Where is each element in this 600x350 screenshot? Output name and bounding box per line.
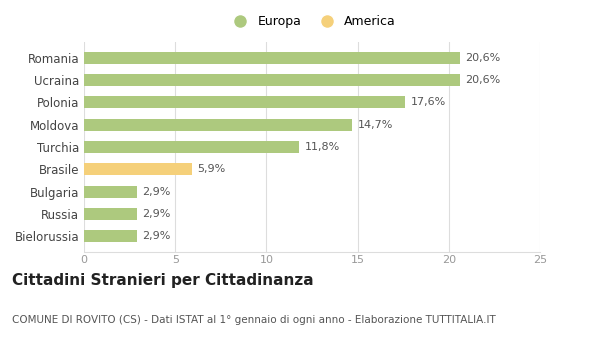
Text: 2,9%: 2,9%	[142, 231, 171, 241]
Text: 11,8%: 11,8%	[305, 142, 340, 152]
Text: 2,9%: 2,9%	[142, 209, 171, 219]
Text: 14,7%: 14,7%	[358, 120, 393, 130]
Bar	[84, 230, 137, 243]
Text: Cittadini Stranieri per Cittadinanza: Cittadini Stranieri per Cittadinanza	[12, 273, 314, 288]
Text: 17,6%: 17,6%	[410, 97, 446, 107]
Text: 20,6%: 20,6%	[465, 53, 500, 63]
Bar	[84, 96, 405, 108]
Text: 2,9%: 2,9%	[142, 187, 171, 197]
Bar	[84, 163, 191, 175]
Text: 5,9%: 5,9%	[197, 164, 226, 174]
Legend: Europa, America: Europa, America	[223, 10, 401, 34]
Bar	[84, 74, 460, 86]
Bar	[84, 141, 299, 153]
Text: COMUNE DI ROVITO (CS) - Dati ISTAT al 1° gennaio di ogni anno - Elaborazione TUT: COMUNE DI ROVITO (CS) - Dati ISTAT al 1°…	[12, 315, 496, 325]
Bar	[84, 208, 137, 220]
Bar	[84, 51, 460, 64]
Bar	[84, 186, 137, 198]
Bar	[84, 119, 352, 131]
Text: 20,6%: 20,6%	[465, 75, 500, 85]
